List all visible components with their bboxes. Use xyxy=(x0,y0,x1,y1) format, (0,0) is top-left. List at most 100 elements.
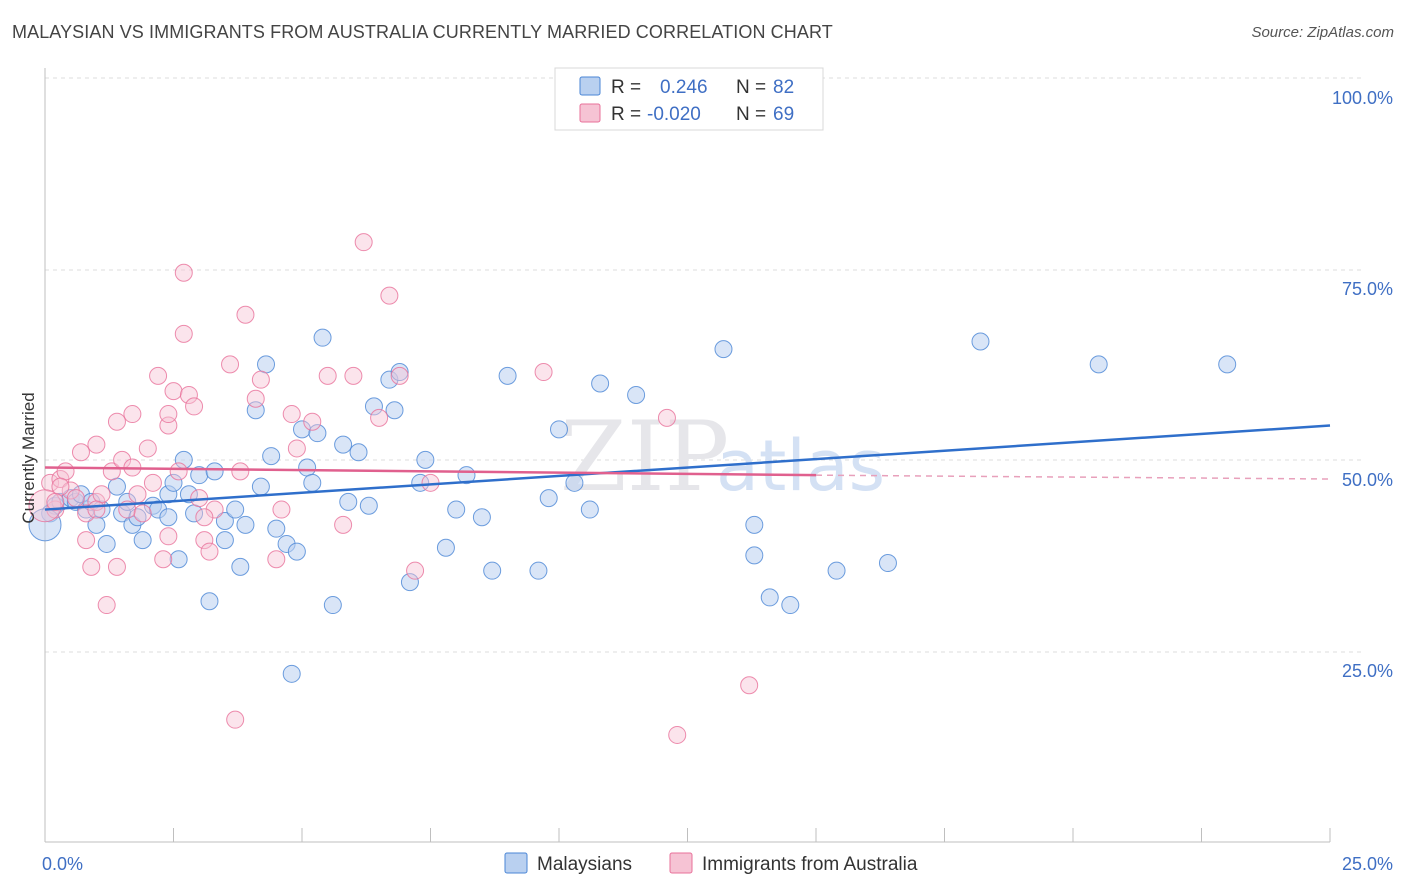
malaysians-point-30 xyxy=(215,531,234,550)
australia-point-44 xyxy=(251,370,270,389)
australia-point-41 xyxy=(231,462,250,481)
australia-point-66 xyxy=(87,500,106,519)
malaysians-point-60 xyxy=(447,500,466,519)
malaysians-point-48 xyxy=(334,435,353,454)
malaysians-point-29 xyxy=(215,512,234,531)
australia-point-64 xyxy=(51,477,70,496)
malaysians-point-69 xyxy=(580,500,599,519)
malaysians-point-11 xyxy=(107,477,126,496)
malaysians-point-78 xyxy=(878,554,897,573)
malaysians-point-74 xyxy=(745,546,764,565)
australia-point-30 xyxy=(169,462,188,481)
australia-point-13 xyxy=(97,596,116,615)
australia-point-3 xyxy=(56,462,75,481)
malaysians-point-54 xyxy=(385,401,404,420)
australia-point-20 xyxy=(123,405,142,424)
australia-point-0 xyxy=(41,473,60,492)
australia-point-52 xyxy=(344,366,363,385)
malaysians-point-73 xyxy=(745,515,764,534)
australia-point-39 xyxy=(221,355,240,374)
australia-point-31 xyxy=(174,263,193,282)
malaysians-point-79 xyxy=(971,332,990,351)
malaysians-point-70 xyxy=(591,374,610,393)
malaysians-point-16 xyxy=(133,531,152,550)
malaysians-point-33 xyxy=(236,515,255,534)
malaysians-point-28 xyxy=(205,462,224,481)
legend-n-value-2: 69 xyxy=(773,104,794,125)
australia-point-40 xyxy=(226,710,245,729)
australia-point-42 xyxy=(236,305,255,324)
malaysians-point-65 xyxy=(529,561,548,580)
malaysians-point-37 xyxy=(262,447,281,466)
malaysians-point-43 xyxy=(298,458,317,477)
malaysians-point-77 xyxy=(827,561,846,580)
malaysians-point-55 xyxy=(390,363,409,382)
x-tick-label-1: 25.0% xyxy=(1342,854,1393,874)
malaysians-point-67 xyxy=(550,420,568,439)
australia-point-37 xyxy=(200,542,219,561)
australia-point-65 xyxy=(46,492,65,511)
malaysians-point-75 xyxy=(760,588,779,607)
australia-point-24 xyxy=(143,473,162,492)
points-layer xyxy=(28,233,1237,744)
australia-point-28 xyxy=(159,405,178,424)
australia-point-23 xyxy=(138,439,157,458)
malaysians-point-31 xyxy=(226,500,245,519)
australia-point-61 xyxy=(668,725,687,744)
australia-point-15 xyxy=(107,412,126,431)
malaysians-point-47 xyxy=(323,596,342,615)
australia-point-6 xyxy=(71,443,90,462)
australia-point-16 xyxy=(107,557,126,576)
australia-point-26 xyxy=(154,550,173,569)
australia-point-33 xyxy=(179,385,198,404)
legend-r-value-2: -0.020 xyxy=(647,104,701,125)
malaysians-point-24 xyxy=(179,485,198,504)
australia-point-38 xyxy=(205,500,224,519)
malaysians-point-36 xyxy=(257,355,276,374)
australia-point-11 xyxy=(87,435,106,454)
trend-line-australia xyxy=(44,466,817,477)
australia-point-45 xyxy=(267,550,286,569)
malaysians-point-45 xyxy=(308,424,327,443)
australia-point-67 xyxy=(159,527,178,546)
malaysians-point-58 xyxy=(416,450,435,469)
trend-layer xyxy=(44,424,1331,511)
y-tick-label-2: 50.0% xyxy=(1342,470,1393,490)
australia-point-59 xyxy=(534,363,553,382)
malaysians-point-68 xyxy=(565,473,584,492)
malaysians-point-27 xyxy=(200,592,219,611)
legend-n-value-1: 82 xyxy=(773,77,794,98)
australia-point-54 xyxy=(370,408,389,427)
trend-line-malaysians xyxy=(44,424,1331,511)
malaysians-point-52 xyxy=(364,397,383,416)
australia-point-43 xyxy=(246,389,265,408)
y-tick-label-1: 75.0% xyxy=(1342,279,1393,299)
legend-r-label-1: R = xyxy=(611,77,641,98)
malaysians-point-80 xyxy=(1089,355,1108,374)
malaysians-point-76 xyxy=(781,596,800,615)
legend-r-label-2: R = xyxy=(611,104,641,125)
australia-point-56 xyxy=(390,366,409,385)
malaysians-point-21 xyxy=(164,473,183,492)
australia-point-36 xyxy=(195,531,214,550)
australia-point-53 xyxy=(354,233,373,252)
malaysians-point-50 xyxy=(349,443,368,462)
axis-layer: 100.0% 75.0% 50.0% 25.0% 0.0% 25.0% xyxy=(42,68,1393,874)
australia-point-7 xyxy=(77,504,96,523)
malaysians-point-66 xyxy=(539,489,558,508)
stats-legend: R = 0.246 N = 82 R = -0.020 N = 69 xyxy=(554,67,824,131)
chart-title: MALAYSIAN VS IMMIGRANTS FROM AUSTRALIA C… xyxy=(12,22,833,42)
australia-point-68 xyxy=(195,508,214,527)
series-legend-label-malaysians: Malaysians xyxy=(537,854,632,875)
australia-point-63 xyxy=(28,489,62,523)
australia-point-9 xyxy=(82,557,101,576)
australia-point-12 xyxy=(92,485,111,504)
malaysians-point-62 xyxy=(472,508,491,527)
malaysians-point-57 xyxy=(411,473,430,492)
australia-point-50 xyxy=(318,366,337,385)
malaysians-point-56 xyxy=(400,573,419,592)
legend-n-label-1: N = xyxy=(736,77,766,98)
australia-point-8 xyxy=(77,531,96,550)
australia-point-46 xyxy=(272,500,291,519)
